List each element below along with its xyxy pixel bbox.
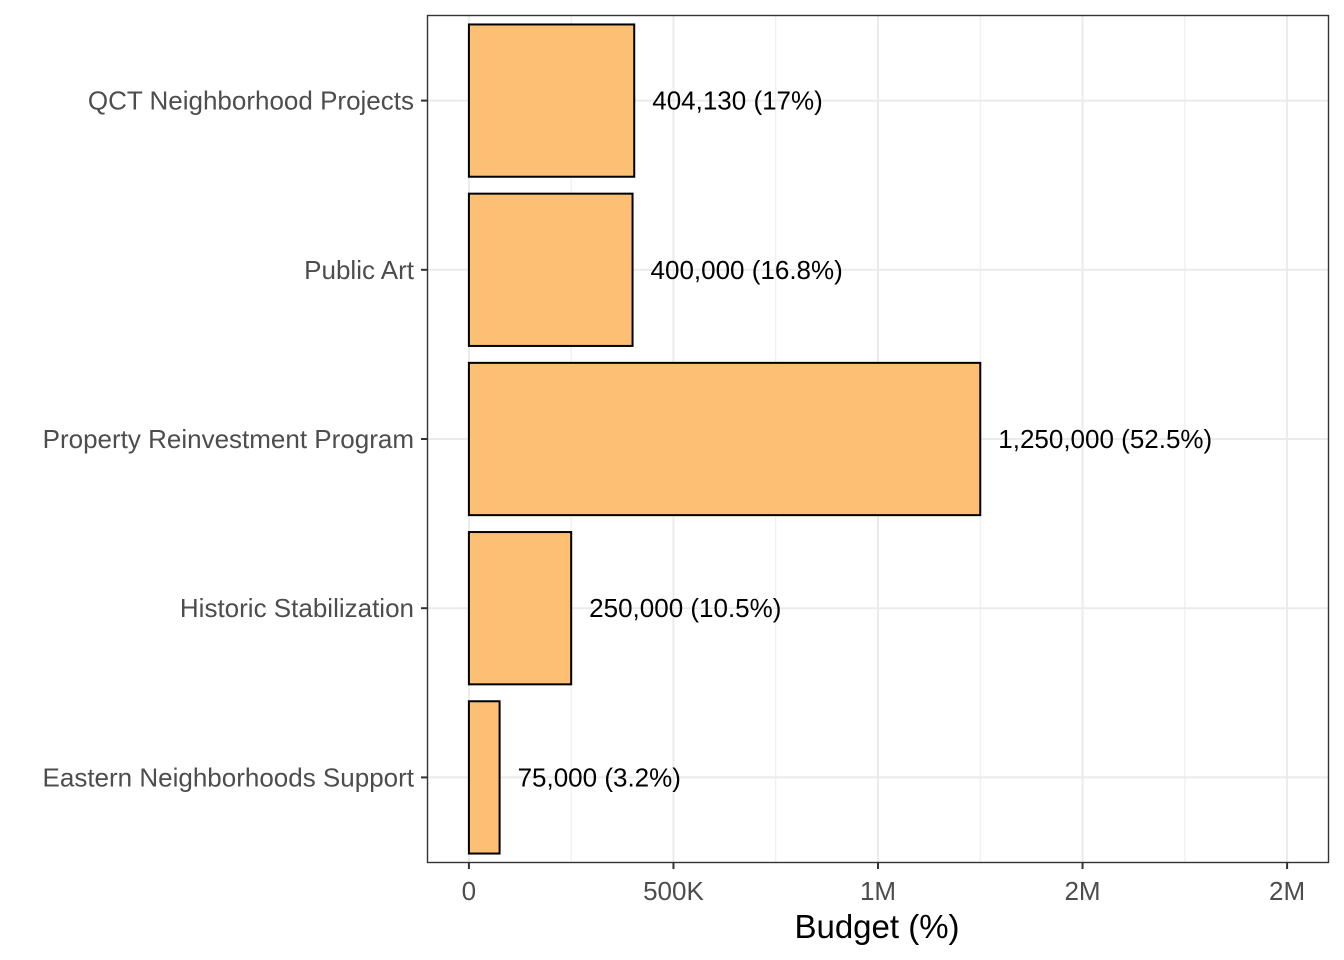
x-axis-title: Budget (%) — [794, 908, 959, 945]
y-tick-label: Public Art — [304, 255, 415, 285]
bar — [467, 192, 634, 347]
bar — [467, 361, 982, 517]
y-tick-label: QCT Neighborhood Projects — [88, 86, 414, 116]
y-axis: QCT Neighborhood Projects Public Art Prope… — [43, 86, 428, 792]
y-tick-label: Historic Stabilization — [180, 593, 414, 623]
x-tick-label: 0 — [462, 876, 476, 906]
bar-value-label: 250,000 (10.5%) — [589, 593, 781, 623]
bar-value-label: 1,250,000 (52.5%) — [998, 424, 1212, 454]
x-tick-label: 500K — [643, 876, 704, 906]
y-tick-label: Eastern Neighborhoods Support — [43, 762, 415, 792]
bar — [467, 700, 501, 855]
x-axis: 0 500K 1M 2M 2M — [462, 862, 1305, 906]
x-tick-label: 2M — [1269, 876, 1305, 906]
bar — [467, 531, 573, 686]
x-tick-label: 2M — [1064, 876, 1100, 906]
x-tick-label: 1M — [860, 876, 896, 906]
bar-value-label: 404,130 (17%) — [652, 86, 823, 116]
bars — [467, 23, 982, 855]
y-tick-label: Property Reinvestment Program — [43, 424, 414, 454]
bar-value-label: 400,000 (16.8%) — [651, 255, 843, 285]
data-labels: 404,130 (17%) 400,000 (16.8%) 1,250,000 (5… — [518, 86, 1213, 793]
bar — [467, 23, 636, 178]
bar-value-label: 75,000 (3.2%) — [518, 762, 681, 792]
